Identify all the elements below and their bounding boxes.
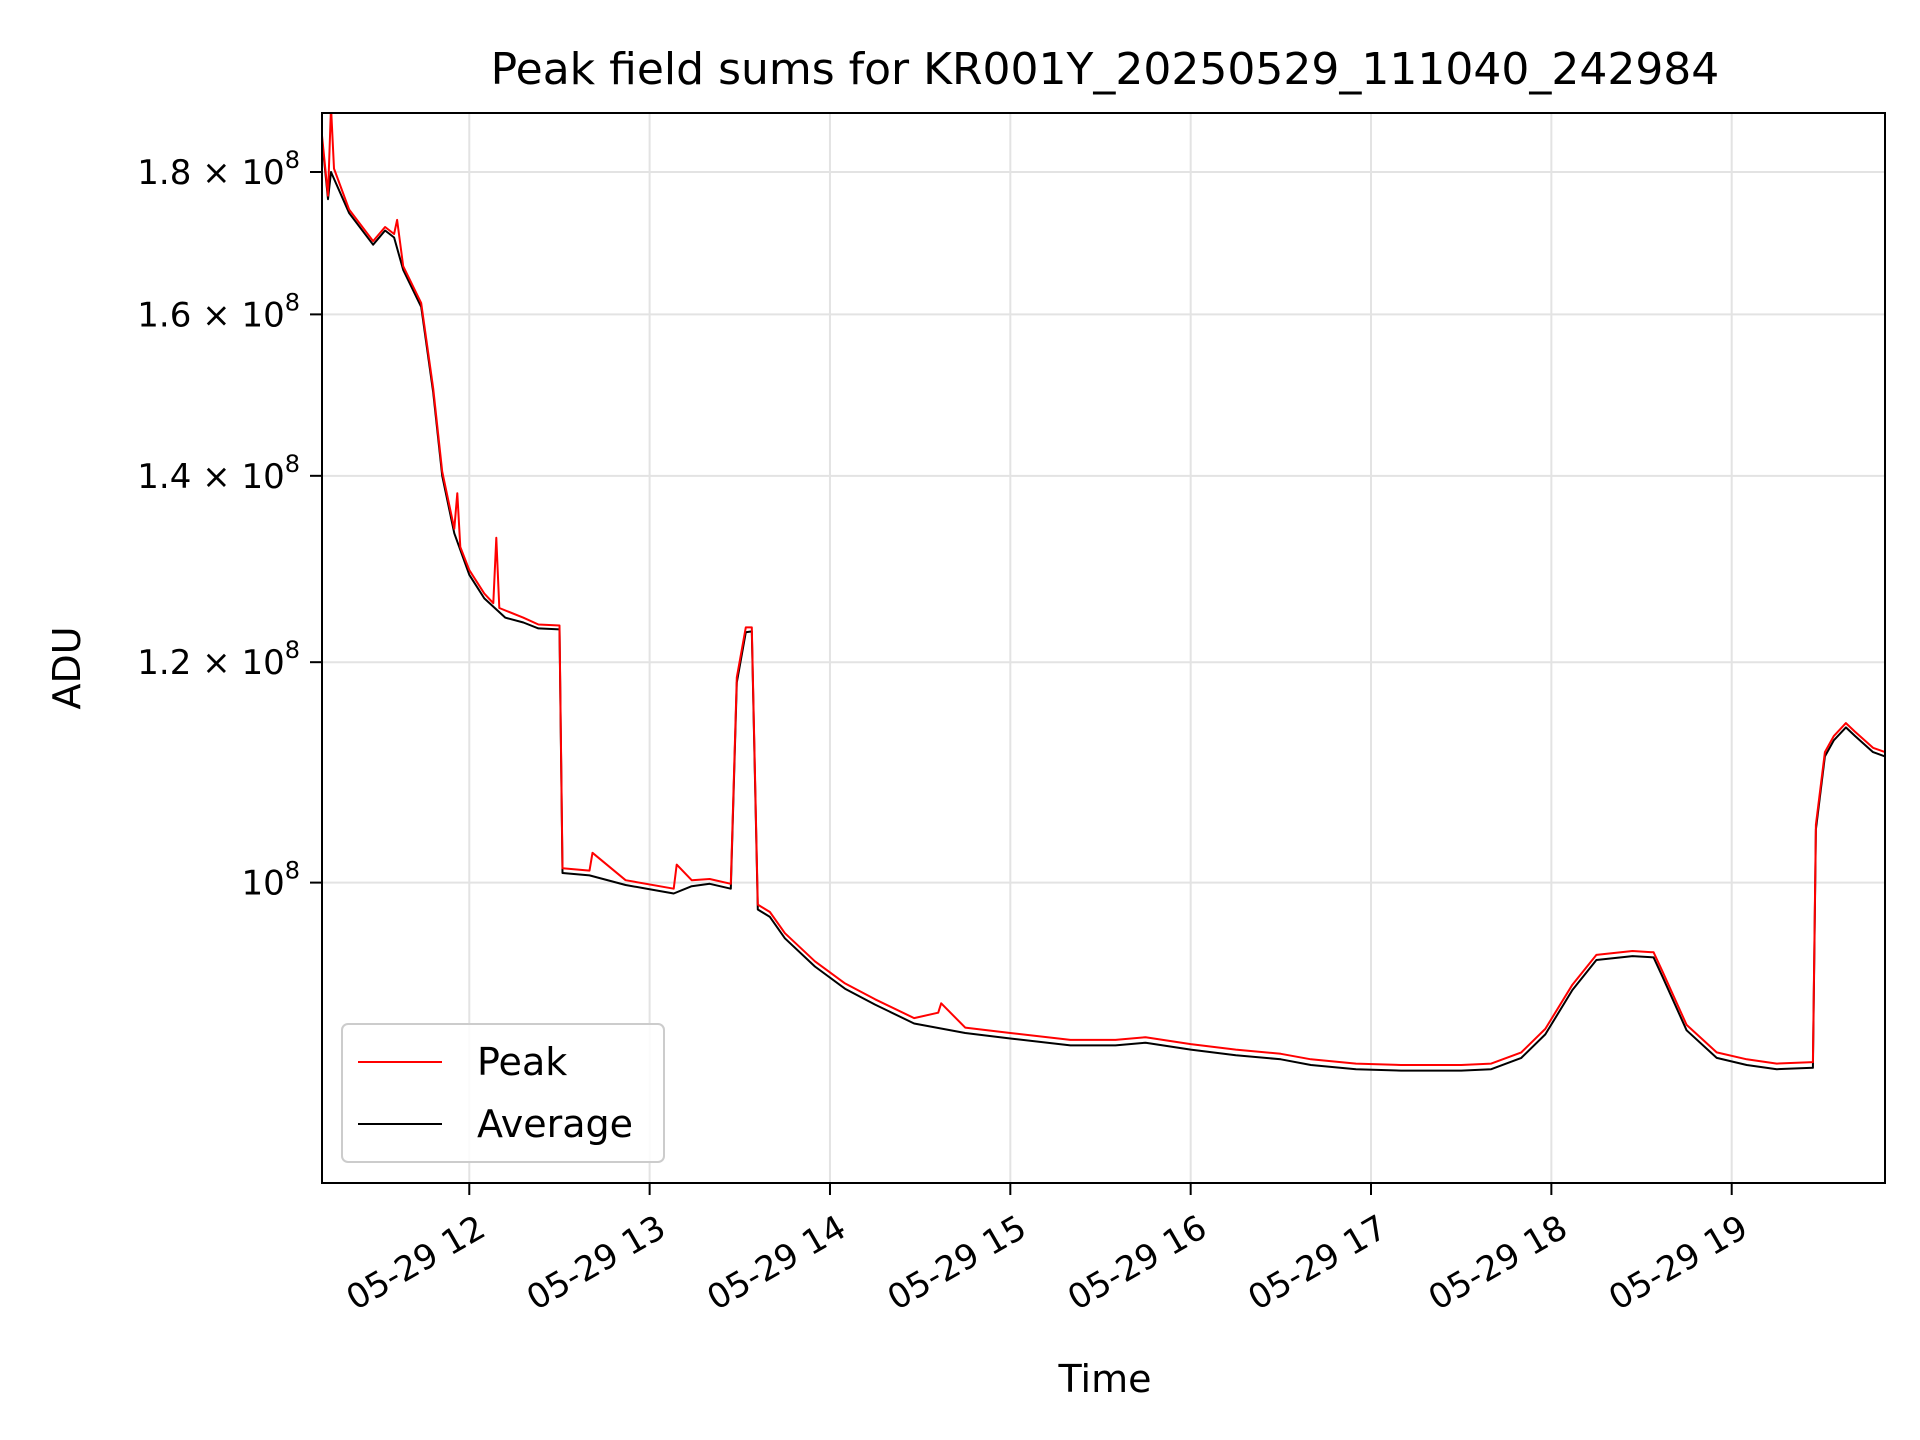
y-tick-mantissa: 1.2 × 10 [137, 643, 284, 683]
legend: Peak Average [341, 1023, 665, 1163]
plot-area [322, 113, 1885, 1072]
y-tick-mantissa: 10 [241, 864, 284, 904]
y-tick-exponent: 8 [285, 450, 300, 478]
y-tick-exponent: 8 [285, 636, 300, 664]
y-tick-exponent: 8 [285, 288, 300, 316]
axes-frame [321, 112, 1886, 1184]
y-tick-label: 1.8 × 108 [137, 146, 300, 193]
y-tick-exponent: 8 [285, 146, 300, 174]
y-tick-label: 1.4 × 108 [137, 450, 300, 497]
x-axis-label: Time [1058, 1357, 1152, 1401]
y-tick-mantissa: 1.4 × 10 [137, 457, 284, 497]
y-tick-mantissa: 1.6 × 10 [137, 295, 284, 335]
chart-title: Peak field sums for KR001Y_20250529_1110… [491, 44, 1720, 95]
y-tick-label: 1.6 × 108 [137, 288, 300, 335]
y-tick-exponent: 8 [285, 857, 300, 885]
legend-label-peak: Peak [477, 1040, 567, 1084]
legend-box [341, 1023, 665, 1163]
series-line-average [322, 138, 1885, 1072]
legend-label-average: Average [477, 1102, 633, 1146]
y-tick-mantissa: 1.8 × 10 [137, 153, 284, 193]
y-tick-label: 108 [241, 857, 300, 904]
y-axis-label: ADU [45, 626, 89, 709]
series-line-peak [322, 113, 1885, 1066]
grid [322, 113, 1885, 1183]
y-tick-label: 1.2 × 108 [137, 636, 300, 683]
